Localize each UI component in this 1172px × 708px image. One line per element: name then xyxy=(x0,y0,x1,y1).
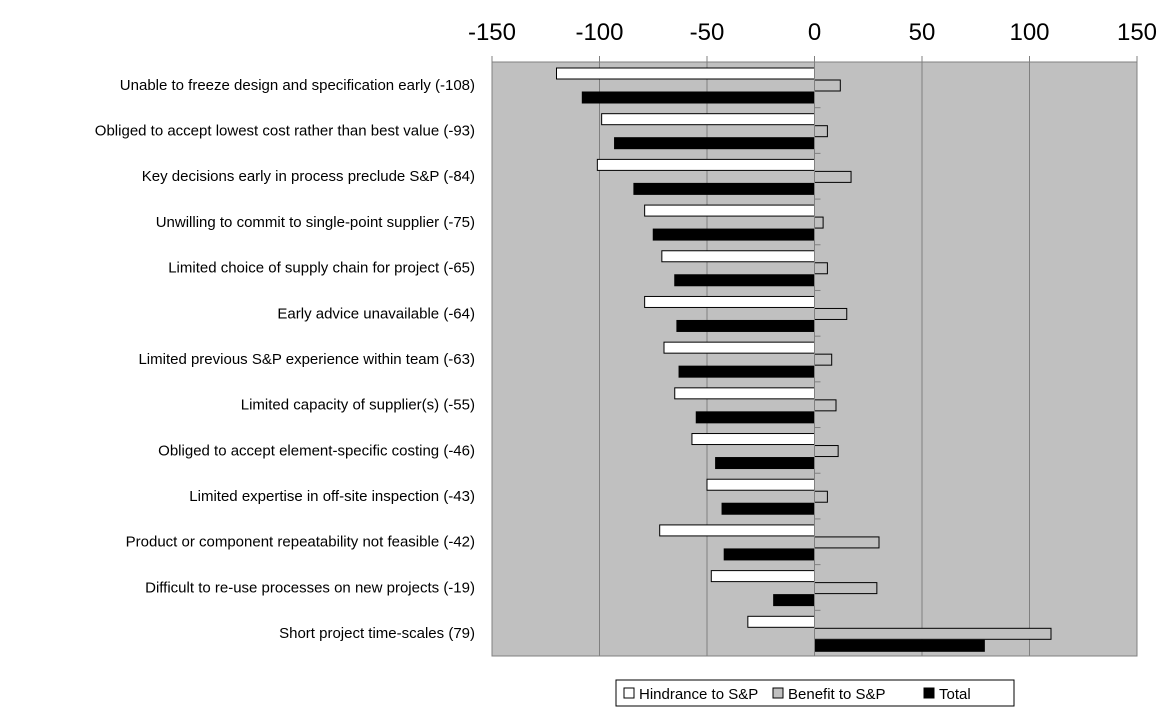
hindrance-bar xyxy=(644,295,816,308)
legend-hindrance-swatch xyxy=(623,687,635,699)
category-label: Limited capacity of supplier(s) (-55) xyxy=(241,397,475,414)
hindrance-bar xyxy=(601,113,816,126)
total-bar xyxy=(721,502,815,515)
category-label: Obliged to accept lowest cost rather tha… xyxy=(95,123,475,140)
benefit-bar xyxy=(814,170,852,183)
total-bar xyxy=(773,594,816,607)
legend: Hindrance to S&P Benefit to S&P Total xyxy=(615,679,1015,707)
x-tick-label: 0 xyxy=(808,19,821,46)
total-bar xyxy=(678,365,815,378)
total-bar xyxy=(614,137,815,150)
benefit-bar xyxy=(814,125,828,138)
hindrance-bar xyxy=(706,478,815,491)
x-tick-label: -100 xyxy=(575,19,623,46)
category-label: Limited expertise in off-site inspection… xyxy=(189,488,475,505)
x-tick-label: 150 xyxy=(1117,19,1157,46)
hindrance-bar xyxy=(596,158,815,171)
bar-marks xyxy=(556,67,1052,652)
legend-benefit-label: Benefit to S&P xyxy=(788,686,886,703)
total-bar xyxy=(695,411,815,424)
total-bar xyxy=(814,639,985,652)
benefit-bar xyxy=(814,353,833,366)
benefit-bar xyxy=(814,262,828,275)
total-bar xyxy=(674,274,815,287)
benefit-bar xyxy=(814,490,828,503)
benefit-bar xyxy=(814,627,1052,640)
total-bar xyxy=(633,182,816,195)
category-label: Key decisions early in process preclude … xyxy=(142,168,475,185)
legend-hindrance-label: Hindrance to S&P xyxy=(639,686,758,703)
category-label: Short project time-scales (79) xyxy=(279,625,475,642)
x-tick-label: -50 xyxy=(690,19,725,46)
hindrance-bar xyxy=(663,341,815,354)
category-label: Product or component repeatability not f… xyxy=(126,534,475,551)
benefit-bar xyxy=(814,307,848,320)
legend-total-label: Total xyxy=(939,686,971,703)
hindrance-bar xyxy=(644,204,816,217)
x-tick-label: 50 xyxy=(909,19,936,46)
category-labels: Unable to freeze design and specificatio… xyxy=(95,77,475,642)
x-tick-label: 100 xyxy=(1009,19,1049,46)
benefit-bar xyxy=(814,216,824,229)
total-bar xyxy=(715,457,815,470)
category-label: Limited previous S&P experience within t… xyxy=(138,351,475,368)
category-label: Unwilling to commit to single-point supp… xyxy=(156,214,475,231)
category-label: Limited choice of supply chain for proje… xyxy=(168,260,475,277)
hindrance-bar xyxy=(691,433,816,446)
benefit-bar xyxy=(814,79,841,92)
legend-benefit-swatch xyxy=(772,687,784,699)
category-label: Difficult to re-use processes on new pro… xyxy=(145,579,475,596)
x-axis-ticks: -150 -100 -50 0 50 100 150 xyxy=(468,19,1157,62)
legend-total-swatch xyxy=(923,687,935,699)
category-label: Unable to freeze design and specificatio… xyxy=(120,77,475,94)
benefit-bar xyxy=(814,536,880,549)
x-tick-label: -150 xyxy=(468,19,516,46)
hindrance-bar xyxy=(747,615,815,628)
hindrance-bar xyxy=(661,250,815,263)
benefit-bar xyxy=(814,399,837,412)
total-bar xyxy=(581,91,815,104)
zero-axis xyxy=(814,61,821,657)
hindrance-bar xyxy=(674,387,815,400)
benefit-bar xyxy=(814,582,878,595)
benefit-bar xyxy=(814,445,839,458)
category-label: Obliged to accept element-specific costi… xyxy=(158,442,475,459)
hindrance-bar xyxy=(710,570,815,583)
legend-box xyxy=(615,679,1015,707)
total-bar xyxy=(652,228,815,241)
category-label: Early advice unavailable (-64) xyxy=(277,305,475,322)
total-bar xyxy=(676,319,816,332)
hindrance-bar xyxy=(556,67,815,80)
hindrance-bar xyxy=(659,524,816,537)
total-bar xyxy=(723,548,816,561)
